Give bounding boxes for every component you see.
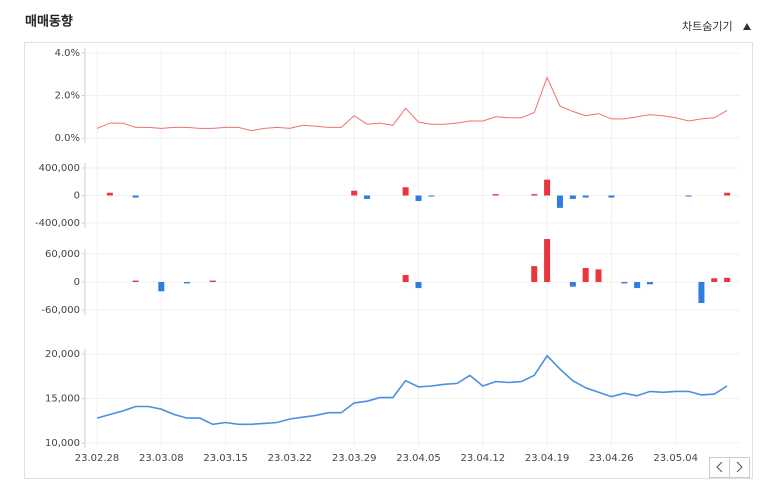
bar <box>634 282 641 289</box>
y-tick-label: -60,000 <box>41 305 80 316</box>
bar <box>415 282 422 289</box>
y-tick-label: 15,000 <box>45 394 80 405</box>
bar <box>364 195 371 199</box>
bar <box>582 268 589 282</box>
bar <box>184 282 191 284</box>
bar <box>724 277 731 282</box>
bar <box>646 282 653 285</box>
series-line <box>96 76 728 132</box>
bar <box>544 179 551 196</box>
chart-frame <box>24 42 753 479</box>
y-tick-label: 4.0% <box>55 48 80 59</box>
bar <box>209 280 216 282</box>
nav-prev[interactable] <box>709 457 730 478</box>
bar <box>415 195 422 201</box>
bar <box>544 239 551 282</box>
bar <box>698 282 705 303</box>
bar <box>556 195 563 208</box>
y-tick-label: 20,000 <box>45 349 80 360</box>
bar <box>402 187 409 196</box>
x-tick-label: 23.05.04 <box>653 453 698 464</box>
bar <box>531 266 538 282</box>
y-tick-label: 400,000 <box>39 163 80 174</box>
bar <box>158 282 165 292</box>
series-line <box>96 354 728 426</box>
bar <box>621 282 628 284</box>
bar <box>428 195 435 197</box>
y-tick-label: 2.0% <box>55 91 80 102</box>
bar <box>531 194 538 196</box>
y-tick-label: 0.0% <box>55 133 80 144</box>
bar <box>106 192 113 196</box>
x-tick-label: 23.04.12 <box>461 453 506 464</box>
nav-next[interactable] <box>729 457 750 478</box>
widget-title: 매매동향 <box>25 14 73 30</box>
bar <box>402 275 409 282</box>
bar <box>569 282 576 287</box>
bar <box>582 195 589 198</box>
bar <box>595 269 602 282</box>
bar <box>132 195 139 198</box>
bar <box>685 195 692 197</box>
x-tick-label: 23.03.08 <box>139 453 184 464</box>
x-tick-label: 23.04.05 <box>396 453 441 464</box>
bar <box>724 192 731 196</box>
x-tick-label: 23.03.22 <box>268 453 313 464</box>
bar <box>132 280 139 282</box>
x-tick-label: 23.03.15 <box>203 453 248 464</box>
bar <box>569 195 576 199</box>
bar <box>492 194 499 196</box>
x-tick-label: 23.02.28 <box>75 453 120 464</box>
y-tick-label: 0 <box>74 277 80 288</box>
bar <box>608 195 615 198</box>
x-tick-label: 23.04.19 <box>525 453 570 464</box>
y-tick-label: 0 <box>74 191 80 202</box>
x-tick-label: 23.04.26 <box>589 453 634 464</box>
x-tick-label: 23.03.29 <box>332 453 377 464</box>
toggle-arrow[interactable] <box>743 23 751 30</box>
toggle-chart[interactable]: 차트숨기기 <box>682 20 733 33</box>
bar <box>711 278 718 282</box>
y-tick-label: 60,000 <box>45 249 80 260</box>
y-tick-label: 10,000 <box>45 438 80 449</box>
bar <box>351 190 358 196</box>
y-tick-label: -400,000 <box>35 218 80 229</box>
